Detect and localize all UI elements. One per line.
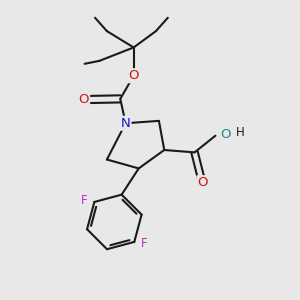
Text: O: O — [221, 128, 231, 141]
Text: O: O — [197, 176, 208, 189]
Text: F: F — [141, 237, 148, 250]
Text: O: O — [128, 69, 139, 82]
Text: H: H — [236, 126, 244, 139]
Text: F: F — [81, 194, 88, 207]
Text: N: N — [121, 117, 130, 130]
Text: O: O — [79, 93, 89, 106]
